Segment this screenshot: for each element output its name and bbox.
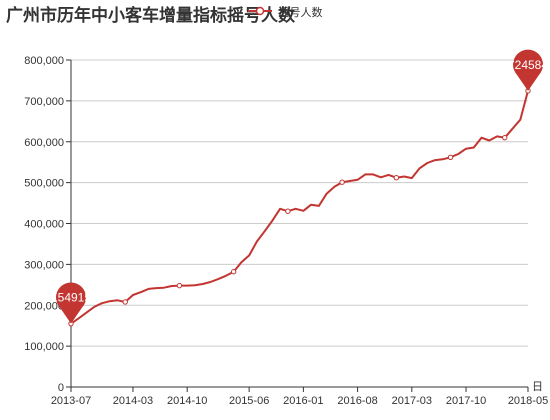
legend-swatch[interactable] [248, 5, 272, 17]
y-tick-label: 500,000 [24, 178, 64, 190]
x-tick-label: 2014-10 [167, 395, 207, 407]
x-tick-label: 2015-06 [229, 395, 269, 407]
data-point[interactable] [447, 154, 454, 160]
x-tick-label: 2013-07 [51, 395, 91, 407]
x-axis-name: 日 [532, 381, 543, 393]
y-tick-label: 800,000 [24, 55, 64, 67]
y-tick-label: 0 [58, 382, 64, 394]
x-tick-label: 2016-08 [337, 395, 377, 407]
data-point[interactable] [502, 134, 508, 141]
marker-pin[interactable] [56, 282, 86, 324]
marker-label: 724584 [508, 58, 548, 72]
data-point[interactable] [393, 175, 400, 181]
y-tick-label: 300,000 [24, 259, 64, 271]
marker-pin[interactable] [513, 49, 543, 91]
y-tick-label: 600,000 [24, 137, 64, 149]
chart-title: 广州市历年中小客车增量指标摇号人数 [6, 6, 295, 26]
x-tick-label: 2014-03 [113, 395, 153, 407]
legend[interactable]: 摇号人数 [248, 4, 323, 20]
y-tick-label: 400,000 [24, 219, 64, 231]
data-point[interactable] [122, 299, 128, 305]
data-point[interactable] [339, 179, 345, 185]
y-tick-label: 100,000 [24, 341, 64, 353]
x-tick-label: 2017-10 [446, 395, 486, 407]
data-point[interactable] [230, 269, 237, 275]
y-tick-label: 200,000 [24, 300, 64, 312]
data-point[interactable] [176, 282, 183, 289]
x-tick-label: 2017-03 [392, 395, 432, 407]
x-tick-label: 2016-01 [283, 395, 323, 407]
legend-item-label[interactable]: 摇号人数 [278, 6, 323, 19]
y-tick-label: 700,000 [24, 96, 64, 108]
x-tick-label: 2018-05 [508, 395, 548, 407]
series-line [70, 90, 529, 325]
marker-label: 154915 [51, 291, 91, 305]
data-point[interactable] [285, 208, 291, 214]
